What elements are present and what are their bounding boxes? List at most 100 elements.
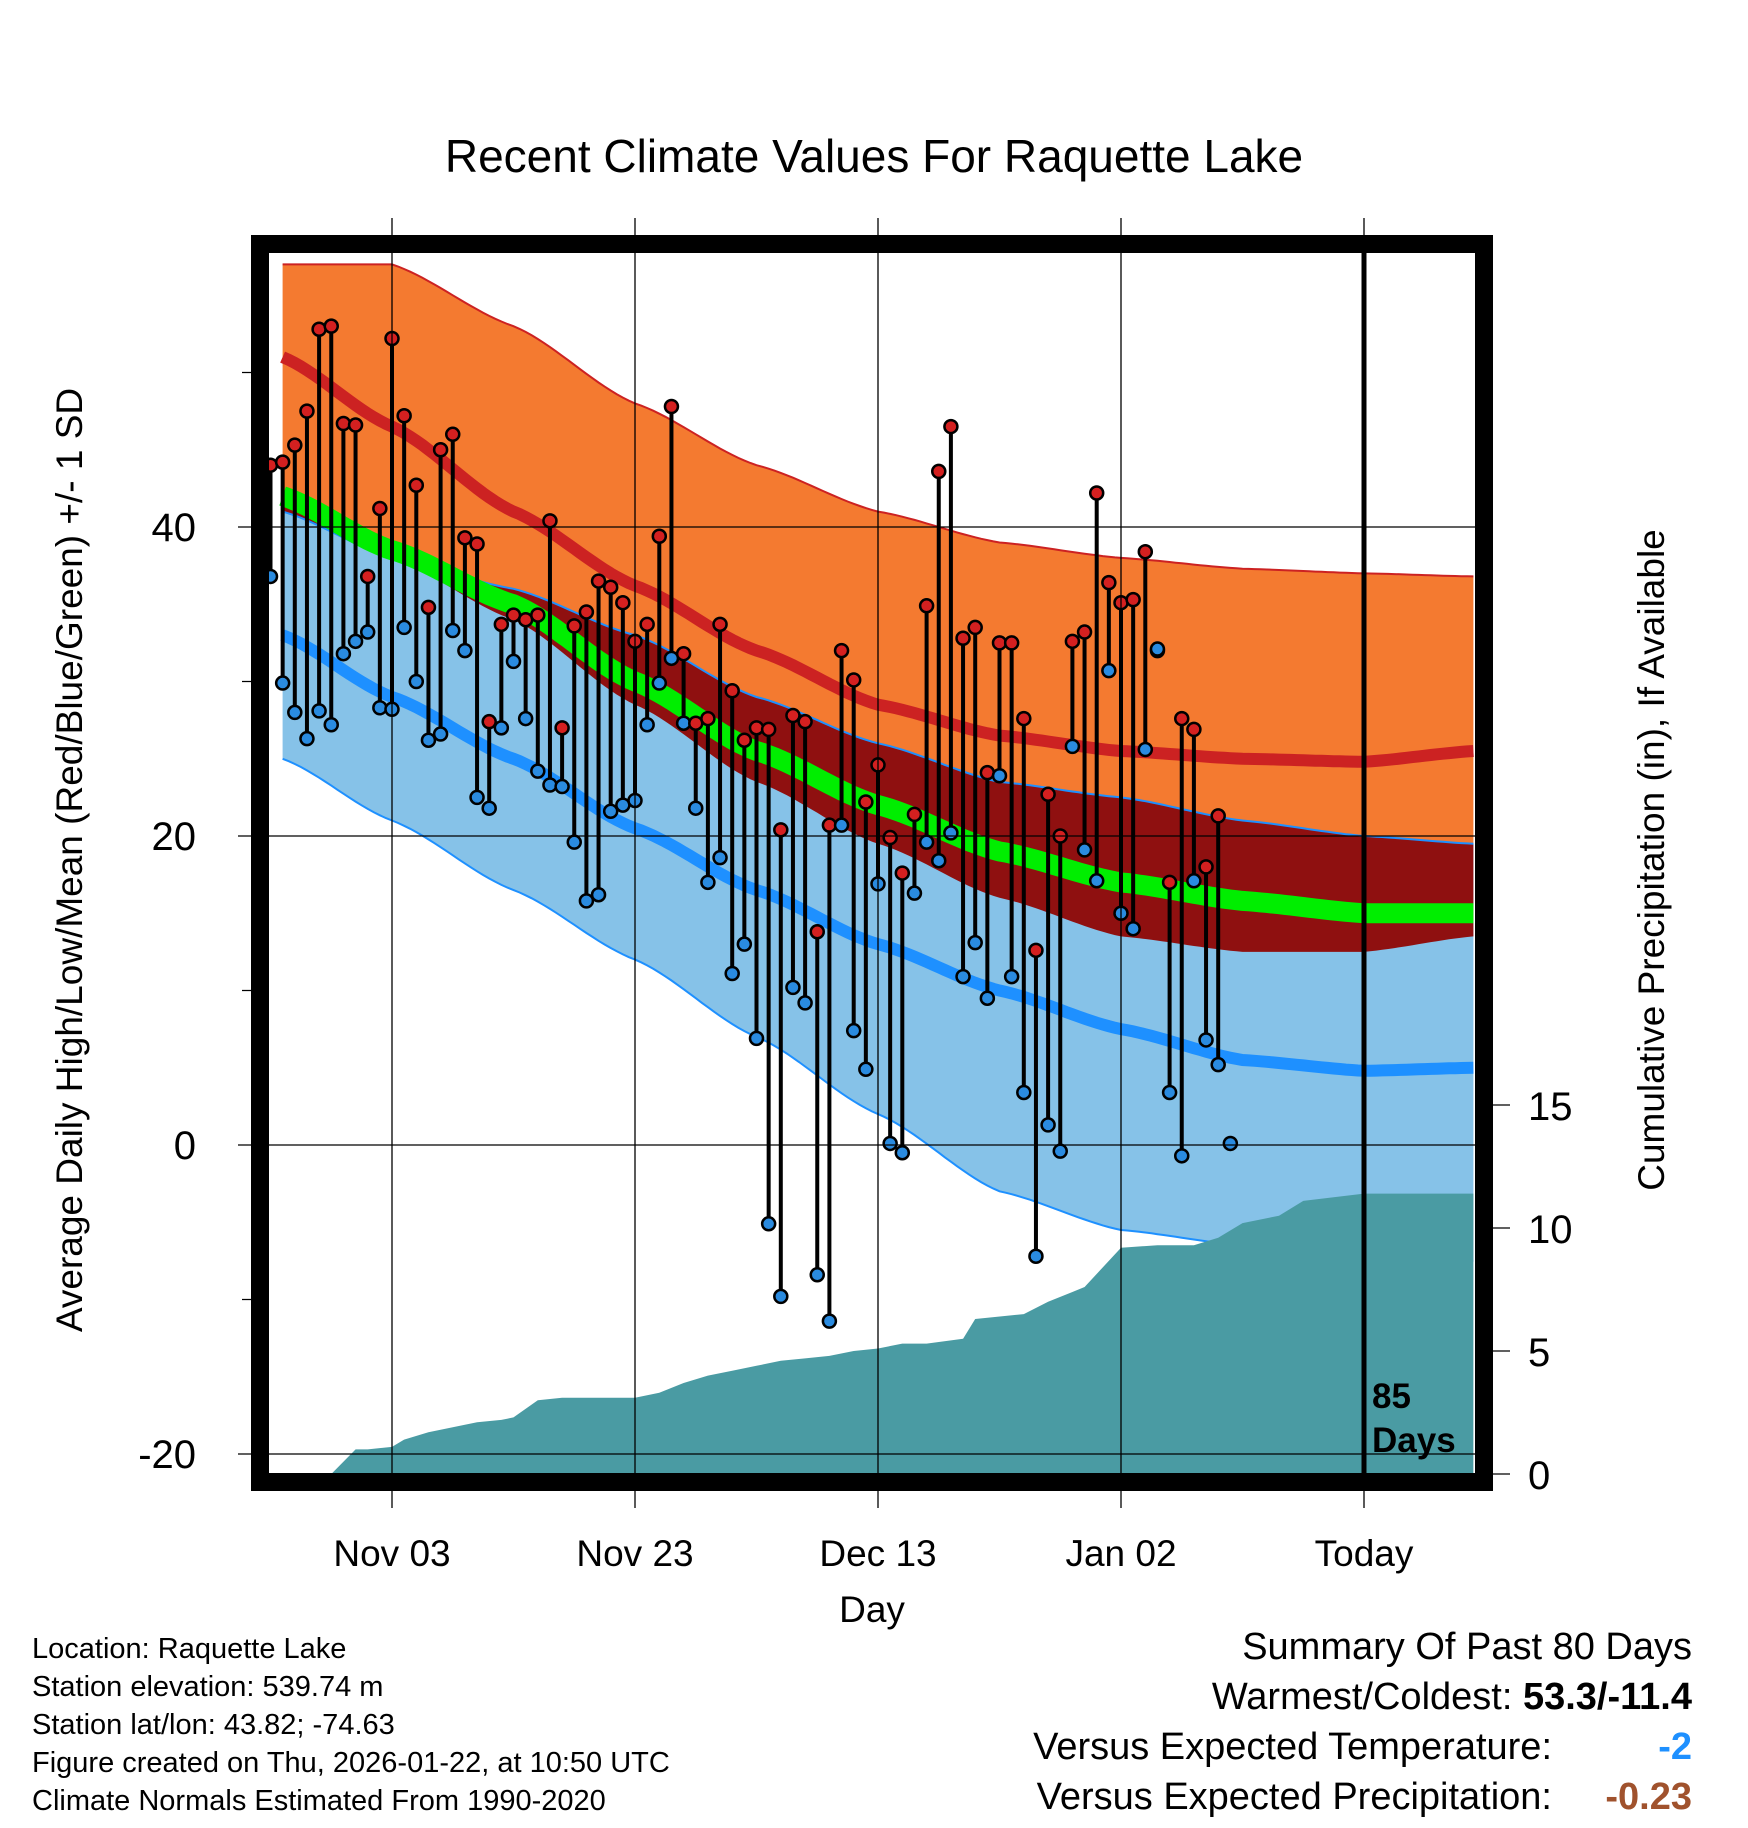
daily-high-point [955, 630, 971, 646]
daily-low-point [481, 800, 497, 816]
daily-low-point [469, 789, 485, 806]
daily-high-point [809, 924, 825, 940]
daily-low-point [785, 979, 801, 996]
normals-text: Climate Normals Estimated From 1990-2020 [32, 1785, 606, 1817]
daily-high-point [1076, 624, 1093, 640]
daily-high-point [1125, 591, 1141, 608]
y2-tick-label: 10 [1528, 1208, 1573, 1252]
y2-tick-label: 0 [1528, 1454, 1550, 1498]
daily-low-point [287, 704, 303, 721]
daily-low-point [1174, 1148, 1190, 1164]
daily-high-point [785, 707, 801, 724]
daily-high-point [918, 598, 935, 614]
daily-high-point [1186, 721, 1202, 738]
daily-low-point [1040, 1117, 1056, 1133]
y-tick-label: 20 [152, 815, 197, 859]
daily-high-point [760, 721, 777, 738]
daily-high-point [797, 713, 813, 730]
daily-low-point [566, 834, 582, 850]
daily-high-point [724, 683, 740, 699]
summary-title: Summary Of Past 80 Days [1242, 1626, 1692, 1668]
daily-low-point [590, 886, 607, 903]
elevation-text: Station elevation: 539.74 m [32, 1671, 384, 1703]
daily-low-point [1125, 920, 1141, 937]
daily-low-point [955, 968, 971, 985]
daily-high-point [1198, 859, 1214, 875]
x-tick-label: Nov 03 [333, 1533, 450, 1574]
chart-title: Recent Climate Values For Raquette Lake [445, 130, 1303, 182]
daily-low-point [372, 700, 388, 716]
daily-high-point [651, 528, 668, 545]
daily-low-point [1161, 1084, 1178, 1101]
daily-high-point [481, 713, 497, 730]
daily-low-point [554, 778, 570, 795]
daily-high-point [335, 415, 352, 432]
daily-low-point [1210, 1056, 1226, 1073]
daily-low-point [797, 995, 813, 1011]
daily-high-point [906, 806, 923, 823]
daily-low-point [602, 803, 619, 820]
daily-low-point [760, 1216, 777, 1232]
daily-high-point [408, 477, 425, 494]
x-tick-label: Today [1315, 1533, 1414, 1574]
plot-frame [251, 235, 1493, 1491]
daily-high-point [1210, 808, 1226, 824]
daily-low-point [493, 720, 510, 736]
daily-low-point [845, 1022, 862, 1039]
daily-low-point [967, 934, 983, 951]
daily-high-point [299, 403, 315, 419]
daily-high-point [396, 408, 412, 424]
precip-value: -0.23 [1605, 1776, 1692, 1818]
daily-high-point [1064, 633, 1081, 650]
y2-tick-label: 15 [1528, 1085, 1573, 1129]
daily-high-point [1174, 710, 1190, 727]
daily-high-point [967, 619, 983, 636]
daily-low-point [1101, 662, 1117, 679]
temp-value: -2 [1658, 1726, 1692, 1768]
x-tick-label: Nov 23 [576, 1533, 693, 1574]
daily-low-point [918, 834, 935, 850]
daily-low-point [1149, 641, 1166, 657]
daily-low-point [700, 874, 716, 891]
daily-high-point [372, 500, 388, 517]
daily-low-point [432, 726, 449, 742]
daily-high-point [1101, 574, 1117, 591]
daily-high-point [1028, 942, 1044, 959]
daily-low-point [943, 825, 959, 841]
daily-high-point [323, 318, 339, 334]
daily-high-point [420, 599, 437, 616]
daily-high-point [457, 530, 473, 546]
daily-low-point [736, 936, 753, 952]
daily-low-point [542, 777, 558, 793]
daily-low-point [906, 885, 923, 901]
y-tick-label: 0 [174, 1124, 196, 1168]
temp-label: Versus Expected Temperature: [1033, 1726, 1552, 1768]
daily-low-point [323, 717, 339, 733]
daily-low-point [530, 763, 546, 779]
location-text: Location: Raquette Lake [32, 1633, 347, 1665]
y2-tick-label: 5 [1528, 1331, 1550, 1375]
daily-high-point [1088, 485, 1105, 501]
temp-row: Versus Expected Temperature: -2 [1033, 1722, 1692, 1772]
x-tick-label: Jan 02 [1065, 1533, 1176, 1574]
days-count-label: 85 [1372, 1377, 1411, 1416]
daily-high-point [736, 732, 753, 748]
warm-cold-value: 53.3/-11.4 [1522, 1676, 1692, 1718]
daily-low-point [821, 1313, 838, 1329]
daily-low-point [651, 675, 668, 691]
daily-low-point [1186, 873, 1202, 889]
daily-low-point [882, 1135, 898, 1152]
daily-high-point [882, 829, 898, 846]
daily-high-point [493, 616, 510, 633]
daily-low-point [359, 624, 376, 640]
daily-low-point [724, 965, 740, 982]
daily-high-point [894, 865, 911, 881]
precip-area [260, 1193, 1474, 1482]
daily-low-point [445, 622, 461, 639]
daily-high-point [274, 454, 291, 470]
daily-high-point [432, 442, 449, 458]
daily-low-point [408, 673, 425, 690]
daily-low-point [1028, 1248, 1044, 1264]
daily-high-point [712, 616, 728, 633]
